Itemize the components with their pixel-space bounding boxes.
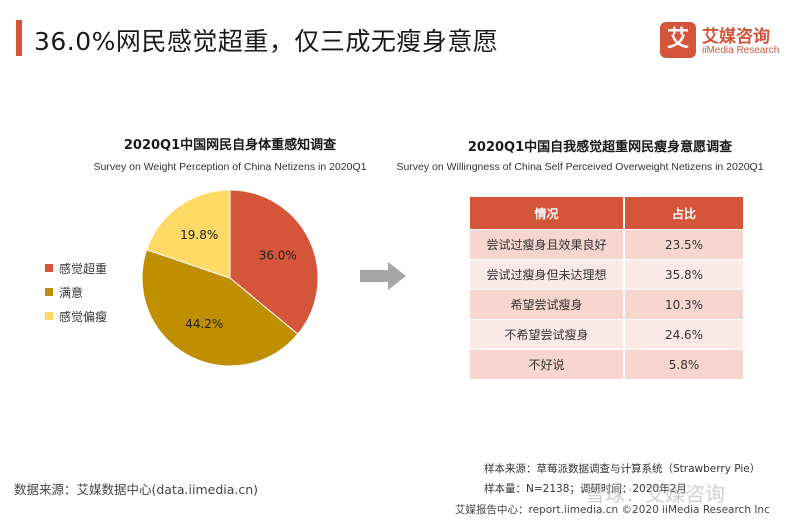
legend-swatch [45,312,53,320]
pie-slice [146,189,231,279]
willingness-table: 情况 占比 尝试过瘦身且效果良好 23.5% 尝试过瘦身但未达理想 35.8% 希望尝试… [470,197,743,379]
table-cell-situation: 尝试过瘦身但未达理想 [470,259,623,289]
legend-label: 满意 [59,285,84,300]
table-subtitle: Survey on Willingness of China Self Perc… [396,161,764,173]
table-row: 尝试过瘦身但未达理想 35.8% [470,259,743,289]
logo-name-en: iiMedia Research [702,45,780,56]
sample-size-note: 样本量：N=2138；调研时间：2020年2月 [484,483,687,495]
pie-chart-subtitle: Survey on Weight Perception of China Net… [93,161,367,173]
table-header-row: 情况 占比 [470,197,743,229]
data-source: 数据来源：艾媒数据中心(data.iimedia.cn) [14,482,259,497]
page-title: 36.0%网民感觉超重，仅三成无瘦身意愿 [34,27,499,56]
legend-label: 感觉偏瘦 [59,309,108,324]
pie-chart: 36.0% 44.2% 19.8% [141,189,319,367]
title-accent-bar [16,20,22,56]
sample-source-note: 样本来源：草莓派数据调查与计算系统（Strawberry Pie） [484,463,761,475]
footer-text: 艾媒报告中心：report.iimedia.cn ©2020 iiMedia R… [455,504,770,516]
table-row: 希望尝试瘦身 10.3% [470,289,743,319]
pie-slice [229,189,319,335]
table-cell-share: 10.3% [623,289,743,319]
legend-item: 感觉偏瘦 [45,304,107,328]
legend-item: 满意 [45,280,107,304]
brand-logo: 艾 艾媒咨询 iiMedia Research [660,22,790,62]
table-cell-share: 35.8% [623,259,743,289]
table-title: 2020Q1中国自我感觉超重网民瘦身意愿调查 [467,140,733,155]
table-cell-situation: 尝试过瘦身且效果良好 [470,229,623,259]
logo-mark-icon: 艾 [660,22,696,58]
pie-slice [141,249,299,367]
table-row: 尝试过瘦身且效果良好 23.5% [470,229,743,259]
legend-item: 感觉超重 [45,256,107,280]
legend-swatch [45,288,53,296]
pie-legend: 感觉超重满意感觉偏瘦 [45,256,107,328]
table-cell-share: 5.8% [623,349,743,379]
legend-label: 感觉超重 [59,261,108,276]
pie-data-label: 36.0% [259,249,297,263]
table-cell-share: 24.6% [623,319,743,349]
table-row: 不希望尝试瘦身 24.6% [470,319,743,349]
right-arrow-icon [360,262,406,290]
table-cell-share: 23.5% [623,229,743,259]
logo-name-cn: 艾媒咨询 [702,27,770,47]
table-header-situation: 情况 [470,197,623,229]
table-cell-situation: 希望尝试瘦身 [470,289,623,319]
pie-chart-title: 2020Q1中国网民自身体重感知调查 [123,138,337,153]
table-cell-situation: 不好说 [470,349,623,379]
pie-data-label: 19.8% [180,228,218,242]
pie-data-label: 44.2% [185,317,223,331]
table-cell-situation: 不希望尝试瘦身 [470,319,623,349]
watermark: 雪球：艾媒咨询 [585,482,725,506]
table-header-share: 占比 [623,197,743,229]
table-row: 不好说 5.8% [470,349,743,379]
legend-swatch [45,264,53,272]
